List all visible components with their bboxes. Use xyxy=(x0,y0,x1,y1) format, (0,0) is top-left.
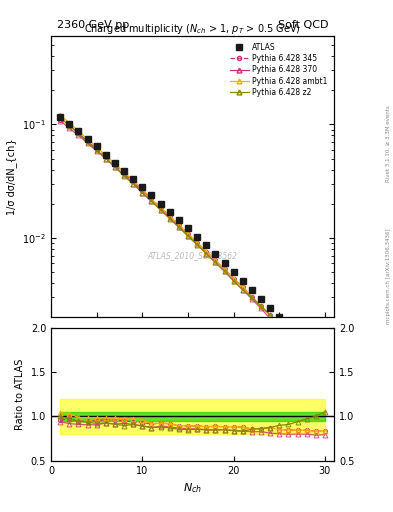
Text: Rivet 3.1.10, ≥ 3.3M events: Rivet 3.1.10, ≥ 3.3M events xyxy=(386,105,391,182)
Text: mcplots.cern.ch [arXiv:1306.3436]: mcplots.cern.ch [arXiv:1306.3436] xyxy=(386,229,391,324)
Text: 2360 GeV pp: 2360 GeV pp xyxy=(57,20,129,30)
Text: ATLAS_2010_S8918562: ATLAS_2010_S8918562 xyxy=(147,251,238,260)
X-axis label: $N_{ch}$: $N_{ch}$ xyxy=(183,481,202,495)
Legend: ATLAS, Pythia 6.428 345, Pythia 6.428 370, Pythia 6.428 ambt1, Pythia 6.428 z2: ATLAS, Pythia 6.428 345, Pythia 6.428 37… xyxy=(227,39,330,100)
Y-axis label: 1/σ dσ/dN_{ch}: 1/σ dσ/dN_{ch} xyxy=(6,138,17,215)
Text: Soft QCD: Soft QCD xyxy=(278,20,329,30)
Title: Charged multiplicity ($N_{ch}$ > 1, $p_T$ > 0.5 GeV): Charged multiplicity ($N_{ch}$ > 1, $p_T… xyxy=(84,22,301,36)
Y-axis label: Ratio to ATLAS: Ratio to ATLAS xyxy=(15,358,25,430)
